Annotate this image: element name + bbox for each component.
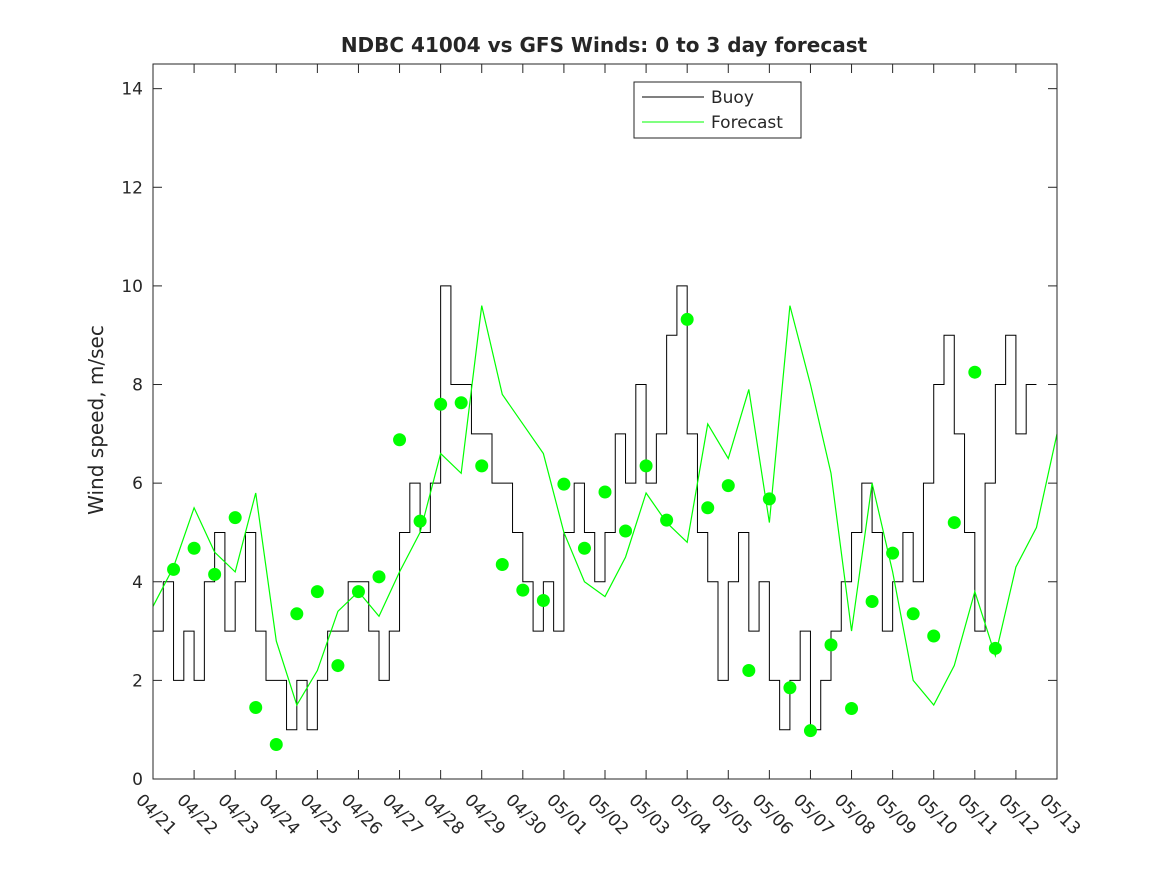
- forecast-point: [454, 396, 468, 410]
- x-tick-label: 05/03: [625, 790, 674, 839]
- x-tick-label: 05/04: [666, 790, 715, 839]
- forecast-point: [434, 397, 448, 411]
- forecast-point: [927, 629, 941, 643]
- y-tick-label: 0: [132, 770, 143, 790]
- forecast-point: [619, 524, 633, 538]
- x-tick-label: 05/07: [789, 790, 838, 839]
- forecast-point: [906, 607, 920, 621]
- forecast-point: [721, 479, 735, 493]
- x-tick-label: 05/02: [583, 790, 632, 839]
- x-tick-label: 04/29: [460, 790, 509, 839]
- legend-forecast-label: Forecast: [711, 113, 783, 133]
- forecast-point: [167, 562, 181, 576]
- forecast-point: [968, 365, 982, 379]
- forecast-point: [762, 492, 776, 506]
- forecast-point: [413, 514, 427, 528]
- forecast-point: [475, 459, 489, 473]
- forecast-point: [536, 593, 550, 607]
- x-tick-label: 04/27: [378, 790, 427, 839]
- x-tick-label: 05/10: [912, 790, 961, 839]
- forecast-point: [988, 641, 1002, 655]
- forecast-point: [742, 664, 756, 678]
- y-tick-label: 10: [121, 277, 143, 297]
- forecast-point: [372, 570, 386, 584]
- forecast-point: [269, 737, 283, 751]
- plot-area-frame: [152, 63, 1058, 780]
- x-tick-label: 05/06: [748, 790, 797, 839]
- x-tick-label: 04/22: [173, 790, 222, 839]
- chart-title: NDBC 41004 vs GFS Winds: 0 to 3 day fore…: [341, 33, 868, 57]
- x-tick-label: 04/28: [419, 790, 468, 839]
- x-tick-label: 04/21: [131, 790, 180, 839]
- x-tick-label: 05/08: [830, 790, 879, 839]
- series-layer: [152, 285, 1058, 751]
- series-buoy-line: [153, 285, 1037, 731]
- forecast-point: [639, 459, 653, 473]
- forecast-point: [886, 546, 900, 560]
- forecast-point: [290, 607, 304, 621]
- y-tick-label: 4: [132, 573, 143, 593]
- forecast-point: [557, 477, 571, 491]
- legend: Buoy Forecast: [633, 81, 802, 139]
- y-tick-label: 8: [132, 376, 143, 396]
- forecast-point: [660, 513, 674, 527]
- x-tick-label: 04/26: [337, 790, 386, 839]
- forecast-point: [701, 501, 715, 515]
- forecast-point: [495, 558, 509, 571]
- x-tick-label: 04/23: [214, 790, 263, 839]
- x-tick-label: 04/25: [296, 790, 345, 839]
- forecast-point: [516, 583, 530, 597]
- forecast-point: [783, 681, 797, 695]
- x-tick-label: 04/30: [501, 790, 550, 839]
- forecast-point: [845, 701, 859, 715]
- x-tick-label: 05/05: [707, 790, 756, 839]
- y-tick-label: 12: [121, 178, 143, 198]
- x-tick-label: 05/01: [542, 790, 591, 839]
- forecast-point: [598, 485, 612, 499]
- forecast-point: [228, 511, 242, 525]
- legend-buoy-label: Buoy: [711, 88, 754, 108]
- series-forecast-line: [152, 305, 1058, 707]
- forecast-point: [393, 433, 407, 447]
- x-tick-label: 05/09: [871, 790, 920, 839]
- y-tick-label: 2: [132, 671, 143, 691]
- forecast-point: [187, 541, 201, 555]
- legend-box: [633, 81, 802, 139]
- x-tick-label: 05/12: [994, 790, 1043, 839]
- forecast-point: [577, 541, 591, 555]
- y-axis-label: Wind speed, m/sec: [84, 325, 108, 515]
- forecast-point: [351, 585, 365, 599]
- forecast-point: [680, 312, 694, 326]
- y-tick-label: 6: [132, 474, 143, 494]
- forecast-point: [310, 585, 324, 599]
- forecast-point: [803, 724, 817, 738]
- ticks-layer: 0246810121404/2104/2204/2304/2404/2504/2…: [121, 64, 1084, 839]
- forecast-point: [865, 594, 879, 608]
- forecast-point: [824, 638, 838, 652]
- forecast-point: [208, 567, 222, 581]
- x-tick-label: 05/11: [953, 790, 1002, 839]
- forecast-point: [249, 701, 263, 714]
- y-tick-label: 14: [121, 80, 143, 100]
- forecast-point: [947, 516, 961, 530]
- forecast-point: [331, 659, 345, 673]
- x-tick-label: 04/24: [255, 790, 304, 839]
- x-tick-label: 05/13: [1035, 790, 1084, 839]
